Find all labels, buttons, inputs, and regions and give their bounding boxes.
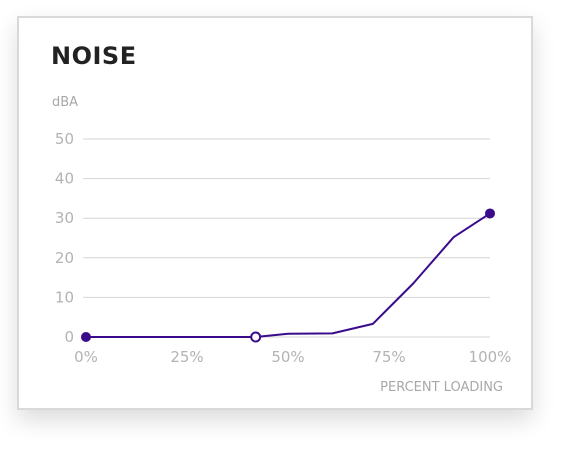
x-ticks: 0% 25% 50% 75% 100% <box>74 348 511 366</box>
data-point-marker-0 <box>81 332 91 342</box>
x-tick-label-0: 0% <box>74 348 98 366</box>
chart-title: NOISE <box>51 42 137 70</box>
y-tick-label-50: 50 <box>55 130 74 148</box>
y-tick-label-30: 30 <box>55 209 74 227</box>
series-group <box>81 208 495 343</box>
y-tick-label-40: 40 <box>55 170 74 188</box>
noise-card: NOISE <box>17 16 533 410</box>
y-ticks: 0 10 20 30 40 50 <box>55 130 74 346</box>
y-tick-label-20: 20 <box>55 249 74 267</box>
y-tick-label-10: 10 <box>55 288 74 306</box>
x-axis-label: PERCENT LOADING <box>380 380 503 395</box>
x-tick-label-25: 25% <box>170 348 203 366</box>
y-axis-label: dBA <box>52 95 78 110</box>
y-tick-label-0: 0 <box>64 328 74 346</box>
x-tick-label-75: 75% <box>372 348 405 366</box>
data-point-marker-42 <box>250 331 262 343</box>
x-tick-label-100: 100% <box>469 348 512 366</box>
x-tick-label-50: 50% <box>271 348 304 366</box>
grid-lines <box>83 138 490 338</box>
data-point-marker-100 <box>485 208 495 219</box>
noise-series-line <box>86 212 491 338</box>
